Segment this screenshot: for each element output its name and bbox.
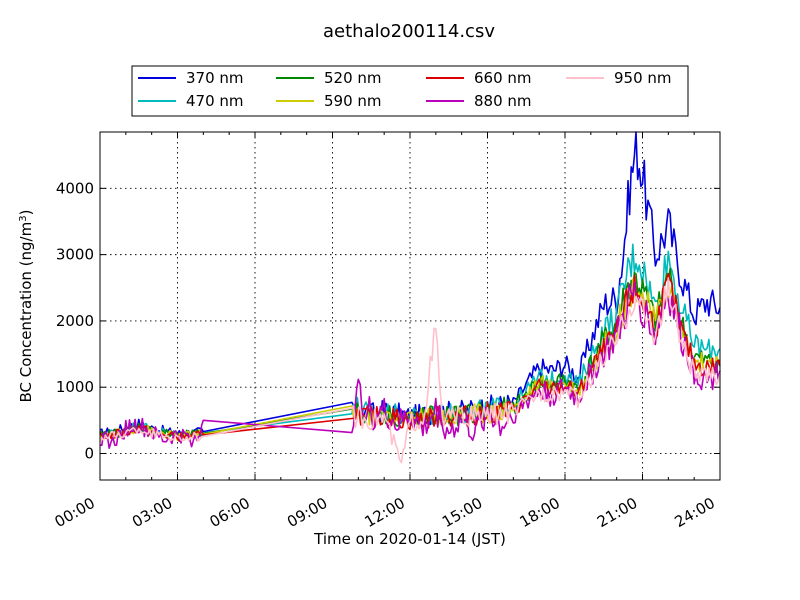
legend-label: 470 nm [186,92,244,110]
legend-label: 590 nm [324,92,382,110]
x-tick-label: 18:00 [517,494,563,531]
y-tick-label: 1000 [56,378,94,396]
x-tick-label: 09:00 [284,494,330,531]
x-axis-label: Time on 2020-01-14 (JST) [313,530,506,548]
legend: 370 nm 470 nm 520 nm 590 nm 660 nm 880 nm 950 … [132,66,688,116]
chart-title: aethalo200114.csv [323,21,495,42]
y-tick-label: 3000 [56,246,94,264]
y-axis-label: BC Concentration (ng/m3) [17,210,35,403]
x-tick-label: 15:00 [439,494,485,531]
y-axis-label-end: ) [17,210,35,216]
y-tick-label: 4000 [56,179,94,197]
legend-label: 370 nm [186,69,244,87]
legend-label: 660 nm [474,69,532,87]
y-tick-label: 2000 [56,312,94,330]
legend-label: 520 nm [324,69,382,87]
x-tick-label: 06:00 [207,494,253,531]
x-tick-label: 03:00 [129,494,175,531]
x-tick-label: 00:00 [52,494,98,531]
bc-concentration-chart: aethalo200114.csv 00:00 03:00 06:00 09:00 12… [0,0,800,600]
y-axis-label-main: BC Concentration (ng/m [17,222,35,403]
legend-label: 880 nm [474,92,532,110]
legend-label: 950 nm [614,69,672,87]
y-tick-label: 0 [84,444,94,462]
x-tick-label: 21:00 [594,494,640,531]
x-tick-label: 24:00 [672,494,718,531]
x-tick-label: 12:00 [362,494,408,531]
